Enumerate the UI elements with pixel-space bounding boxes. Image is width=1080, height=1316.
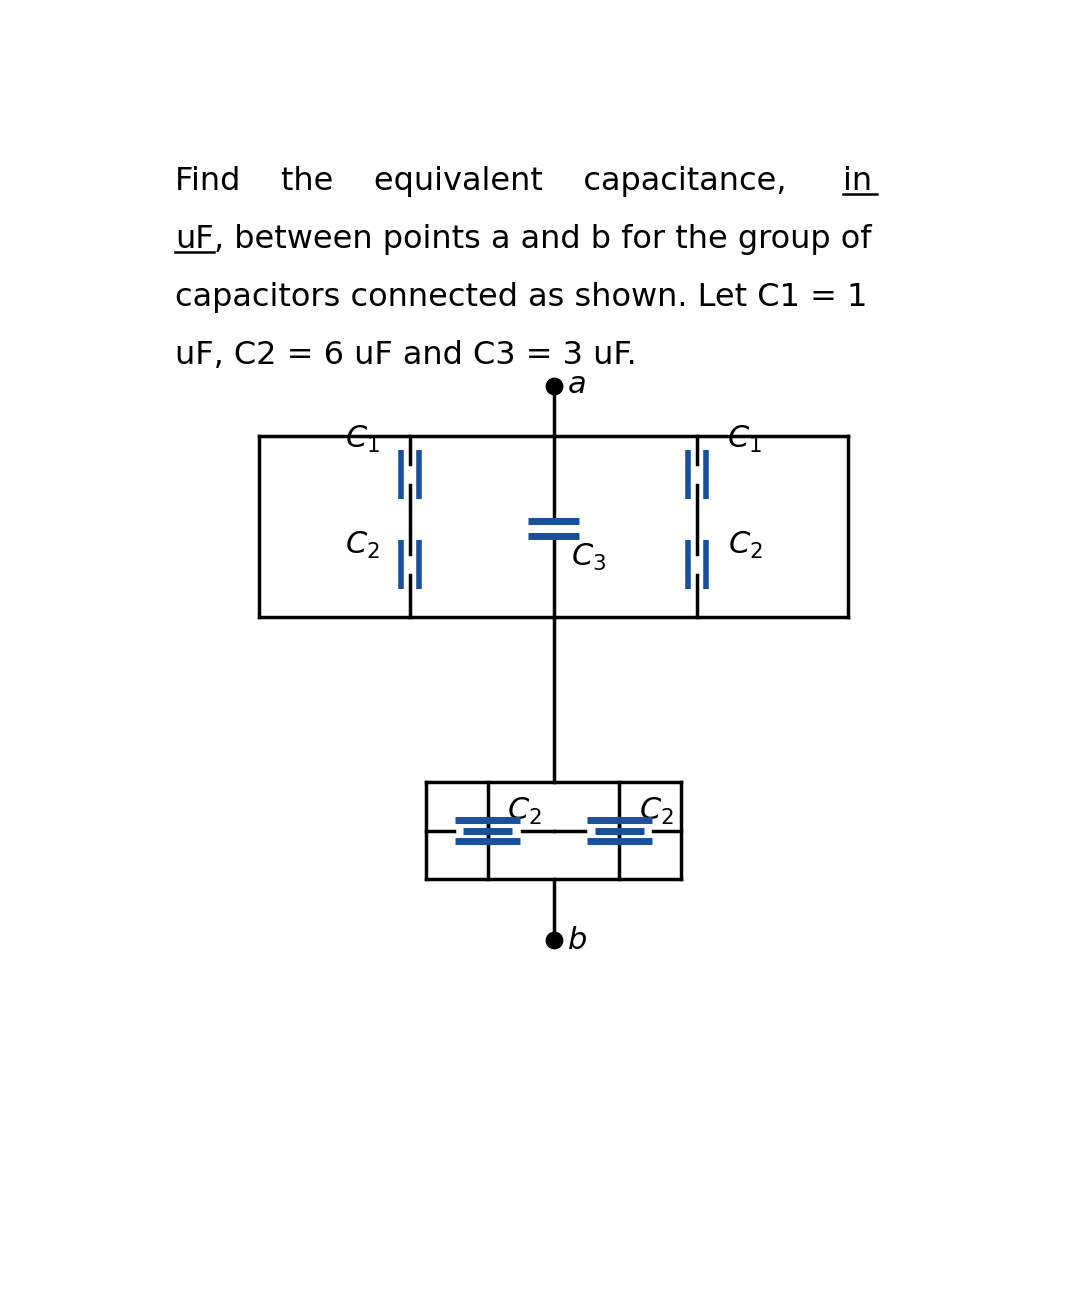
- Text: $b$: $b$: [567, 925, 588, 955]
- Text: Find    the    equivalent    capacitance,: Find the equivalent capacitance,: [175, 166, 818, 197]
- Text: $C_2$: $C_2$: [345, 529, 379, 561]
- Text: $C_2$: $C_2$: [638, 796, 674, 826]
- Text: , between points a and b for the group of: , between points a and b for the group o…: [214, 224, 872, 255]
- Point: [545, 375, 563, 396]
- Text: $a$: $a$: [567, 368, 586, 400]
- Text: capacitors connected as shown. Let C1 = 1: capacitors connected as shown. Let C1 = …: [175, 282, 868, 313]
- Text: $C_2$: $C_2$: [728, 529, 762, 561]
- Text: uF, C2 = 6 uF and C3 = 3 uF.: uF, C2 = 6 uF and C3 = 3 uF.: [175, 340, 637, 371]
- Text: uF: uF: [175, 224, 214, 255]
- Text: $C_1$: $C_1$: [345, 424, 379, 455]
- Text: $C_1$: $C_1$: [728, 424, 762, 455]
- Text: $C_2$: $C_2$: [507, 796, 542, 826]
- Point: [545, 929, 563, 950]
- Text: $C_3$: $C_3$: [570, 542, 606, 574]
- Text: in: in: [843, 166, 873, 197]
